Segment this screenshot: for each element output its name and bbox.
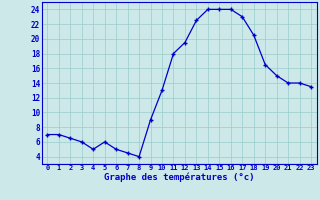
X-axis label: Graphe des températures (°c): Graphe des températures (°c) bbox=[104, 173, 254, 182]
